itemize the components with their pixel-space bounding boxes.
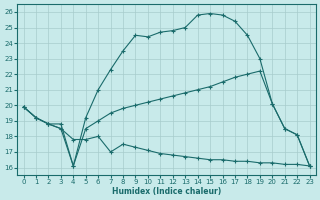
X-axis label: Humidex (Indice chaleur): Humidex (Indice chaleur) [112,187,221,196]
